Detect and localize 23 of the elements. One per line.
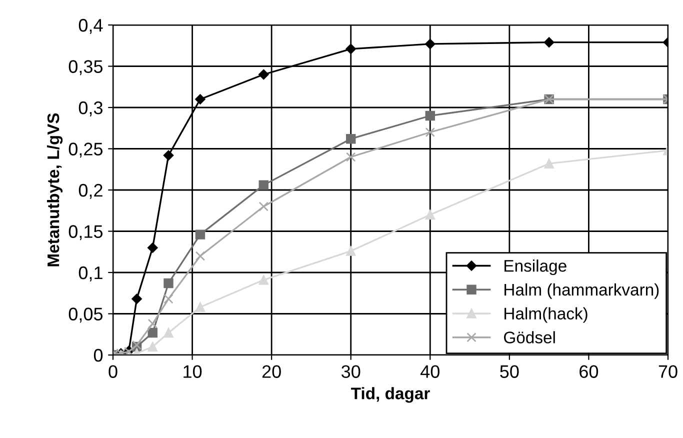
x-tick-label: 60: [580, 365, 598, 378]
y-tick-label: 0,2: [78, 184, 102, 199]
legend-label: Ensilage: [504, 260, 566, 276]
legend-label: Halm (hammarkvarn): [504, 283, 659, 299]
x-tick-label: 10: [184, 365, 202, 378]
y-tick-label: 0,4: [78, 18, 103, 34]
y-tick-label: 0,05: [68, 308, 103, 323]
y-axis-title: Metanutbyte, L/gVS: [46, 113, 63, 266]
y-tick-label: 0,1: [78, 266, 102, 282]
x-tick-label: 40: [420, 365, 440, 378]
y-tick-label: 0,3: [78, 101, 102, 116]
y-tick-label: 0,35: [68, 60, 103, 76]
x-tick-label: 20: [262, 365, 281, 378]
x-tick-label: 0: [108, 365, 118, 378]
x-tick-label: 50: [500, 365, 519, 378]
y-tick-label: 0: [94, 348, 103, 362]
x-tick-label: 30: [342, 365, 360, 378]
legend-label: Gödsel: [504, 331, 555, 344]
y-tick-label: 0,15: [68, 225, 103, 240]
y-tick-label: 0,25: [68, 142, 103, 158]
legend-label: Halm(hack): [504, 307, 588, 323]
x-tick-label: 70: [658, 365, 678, 378]
x-axis-title: Tid, dagar: [351, 387, 430, 403]
